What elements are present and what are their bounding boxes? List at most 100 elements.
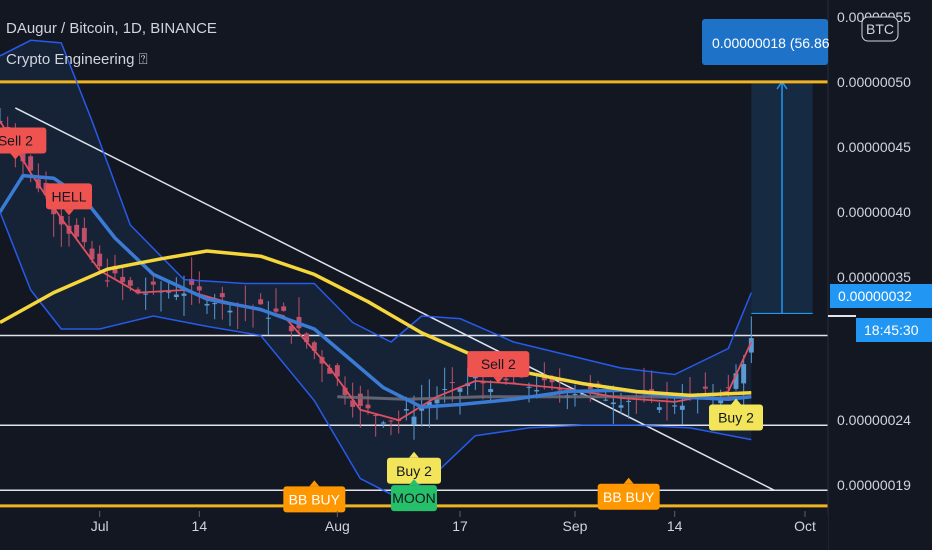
signal-label-bb: BB BUY bbox=[597, 477, 660, 510]
signal-label-box bbox=[387, 457, 441, 484]
candle-body bbox=[557, 389, 563, 391]
axis-line-marker bbox=[828, 315, 856, 317]
candle-body bbox=[350, 400, 356, 407]
candle-body bbox=[258, 299, 264, 305]
candle-body bbox=[549, 378, 555, 383]
candle-body bbox=[288, 325, 294, 332]
candle-body bbox=[580, 394, 586, 396]
candle-body bbox=[212, 303, 218, 305]
signal-label-sell: HELL bbox=[46, 183, 92, 216]
candle-body bbox=[104, 280, 110, 282]
price-tick-label: 0.00000045 bbox=[837, 139, 911, 155]
candle-body bbox=[97, 253, 103, 267]
time-tick-label: Sep bbox=[563, 518, 588, 534]
time-tick-label: 14 bbox=[667, 518, 683, 534]
signal-label-box bbox=[709, 404, 763, 431]
series-yellow-ma bbox=[0, 249, 752, 398]
time-tick-label: Jul bbox=[91, 518, 109, 534]
candle-body bbox=[173, 294, 179, 298]
signal-label-text: Buy 2 bbox=[396, 463, 432, 479]
candle-body bbox=[702, 386, 708, 389]
signal-label-pointer bbox=[64, 209, 74, 216]
series-red-ma bbox=[0, 120, 753, 422]
candle-body bbox=[189, 279, 195, 285]
countdown-text: 18:45:30 bbox=[864, 322, 919, 338]
candle-body bbox=[534, 390, 540, 392]
candle-body bbox=[89, 248, 95, 260]
time-tick-label: Aug bbox=[325, 518, 350, 534]
signal-label-buy: Buy 2 bbox=[387, 451, 441, 484]
price-axis: 0.000000550.000000500.000000450.00000040… bbox=[827, 0, 932, 550]
candle-body bbox=[365, 404, 371, 409]
candle-body bbox=[135, 289, 141, 294]
candle-body bbox=[74, 224, 80, 237]
current-price-text: 0.00000032 bbox=[838, 288, 912, 304]
candle-body bbox=[672, 405, 678, 407]
candle-body bbox=[380, 422, 386, 424]
candle-body bbox=[304, 333, 310, 343]
candle-body bbox=[503, 378, 509, 381]
candle-body bbox=[143, 293, 149, 295]
candle-body bbox=[725, 387, 731, 389]
price-tick-label: 0.00000024 bbox=[837, 412, 911, 428]
candle-body bbox=[150, 281, 156, 285]
candle-body bbox=[618, 405, 624, 408]
candle-body bbox=[733, 373, 739, 389]
price-tick-label: 0.00000019 bbox=[837, 477, 911, 493]
candle-body bbox=[166, 291, 172, 293]
candle-body bbox=[403, 409, 409, 411]
indicator-title: Crypto Engineering ⍰ bbox=[6, 51, 148, 68]
signal-label-pointer bbox=[409, 451, 419, 458]
candle-body bbox=[196, 286, 202, 291]
candle-body bbox=[541, 376, 547, 381]
candle-body bbox=[373, 415, 379, 417]
candle-body bbox=[426, 401, 432, 407]
candle-body bbox=[51, 206, 57, 215]
signal-label-text: BB BUY bbox=[289, 491, 341, 507]
signal-label-pointer bbox=[309, 480, 320, 487]
signal-label-sell: Sell 2 bbox=[0, 127, 47, 160]
candle-body bbox=[342, 387, 348, 395]
candle-body bbox=[204, 303, 210, 306]
signal-label-text: Sell 2 bbox=[0, 132, 33, 148]
candle-body bbox=[411, 416, 417, 425]
candle-body bbox=[434, 397, 440, 404]
candle-body bbox=[587, 385, 593, 389]
signal-label-buy: Buy 2 bbox=[709, 398, 763, 431]
candle-body bbox=[20, 149, 26, 162]
candle-body bbox=[120, 276, 126, 283]
series-bb-upper bbox=[0, 39, 752, 376]
candle-body bbox=[449, 382, 455, 384]
price-axis-bg bbox=[828, 0, 932, 550]
signal-label-text: Sell 2 bbox=[481, 356, 516, 372]
candle-body bbox=[219, 293, 225, 298]
price-tick-label: 0.00000035 bbox=[837, 269, 911, 285]
candle-body bbox=[388, 420, 394, 422]
symbol-title: DAugur / Bitcoin, 1D, BINANCE bbox=[6, 20, 217, 37]
signal-label-pointer bbox=[409, 479, 419, 486]
candle-body bbox=[265, 317, 271, 319]
candle-body bbox=[227, 310, 233, 313]
signal-label-text: Buy 2 bbox=[718, 409, 754, 425]
candle-body bbox=[526, 386, 532, 388]
candle-body bbox=[488, 389, 494, 393]
candle-body bbox=[112, 265, 118, 274]
signal-label-moon: MOON bbox=[391, 479, 437, 512]
signal-label-pointer bbox=[493, 377, 504, 384]
signal-label-pointer bbox=[10, 153, 21, 160]
signal-label-sell: Sell 2 bbox=[467, 351, 530, 384]
measure-tag bbox=[702, 19, 828, 65]
measure-tag-text: 0.00000018 (56.86 bbox=[712, 35, 830, 51]
signal-label-box bbox=[0, 127, 47, 154]
candle-body bbox=[610, 402, 616, 405]
current-price-tag bbox=[830, 284, 932, 308]
candle-body bbox=[81, 227, 87, 243]
candle-body bbox=[327, 367, 333, 374]
time-axis: Jul 14 Aug 17 Sep 14 Oct bbox=[0, 511, 828, 550]
price-tick-label: 0.00000040 bbox=[837, 204, 911, 220]
signal-label-bb: BB BUY bbox=[283, 480, 346, 513]
time-axis-bg bbox=[0, 515, 828, 550]
candle-body bbox=[656, 407, 662, 410]
candle-body bbox=[748, 338, 754, 353]
